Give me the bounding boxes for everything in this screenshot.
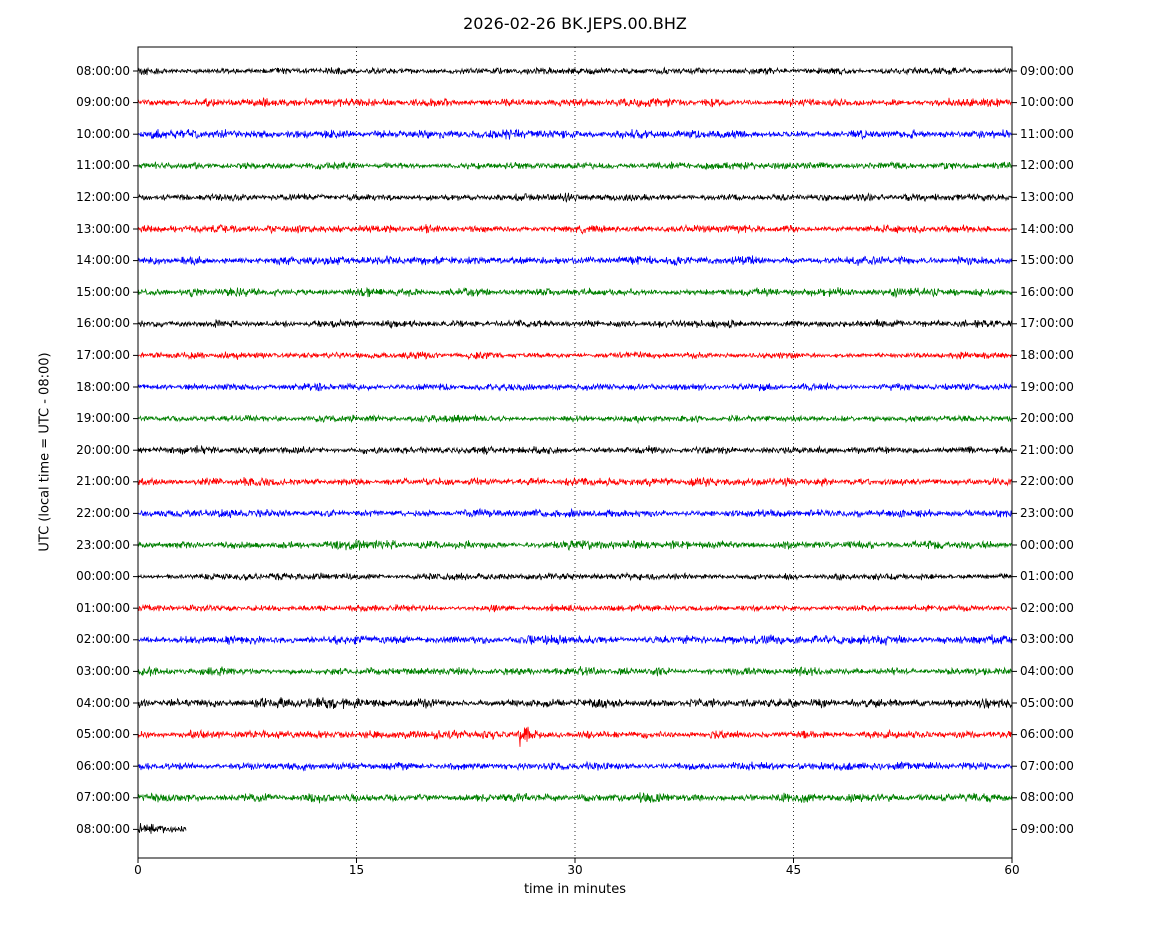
trace-row (137, 792, 1013, 804)
row-right-label: 18:00:00 (1020, 347, 1074, 362)
trace-row (137, 444, 1013, 455)
row-right-label: 19:00:00 (1020, 379, 1074, 394)
row-right-label: 11:00:00 (1020, 126, 1074, 141)
x-axis-label: time in minutes (523, 882, 627, 897)
row-left-label: 14:00:00 (76, 253, 130, 268)
trace-row (137, 192, 1013, 203)
row-right-label: 08:00:00 (1020, 790, 1074, 805)
row-left-label: 07:00:00 (76, 790, 130, 805)
trace-row (137, 318, 1013, 330)
row-right-label: 20:00:00 (1020, 411, 1074, 426)
row-left-label: 23:00:00 (76, 537, 130, 552)
x-tick-label: 0 (134, 863, 142, 877)
axis-frame (137, 46, 1013, 859)
row-right-label: 06:00:00 (1020, 727, 1074, 742)
x-tick-label: 15 (348, 863, 365, 877)
row-right-label: 10:00:00 (1020, 95, 1074, 110)
trace-row (137, 476, 1012, 488)
row-right-label: 07:00:00 (1020, 758, 1074, 773)
row-left-label: 16:00:00 (76, 316, 130, 331)
row-left-label: 19:00:00 (76, 411, 130, 426)
row-right-label: 01:00:00 (1020, 569, 1074, 584)
row-right-label: 17:00:00 (1020, 316, 1074, 331)
row-right-label: 22:00:00 (1020, 474, 1074, 489)
trace-row (137, 760, 1013, 772)
trace-row (137, 413, 1013, 425)
x-tick-label: 60 (1004, 863, 1020, 877)
row-right-label: 09:00:00 (1020, 63, 1074, 78)
trace-row (137, 381, 1013, 392)
trace-row (138, 697, 1013, 710)
row-right-label: 14:00:00 (1020, 221, 1074, 236)
row-right-label: 12:00:00 (1020, 158, 1074, 173)
row-left-label: 02:00:00 (76, 632, 130, 647)
row-left-label: 09:00:00 (76, 95, 130, 110)
row-left-label: 21:00:00 (76, 474, 130, 489)
row-left-label: 22:00:00 (76, 505, 130, 520)
trace-row (137, 97, 1013, 109)
trace-row (137, 351, 1013, 361)
trace-row (137, 603, 1013, 613)
row-left-label: 20:00:00 (76, 442, 130, 457)
trace-row (137, 571, 1013, 582)
trace-row (137, 160, 1013, 171)
trace-row (137, 286, 1013, 299)
row-left-label: 15:00:00 (76, 284, 130, 299)
row-left-label: 10:00:00 (76, 126, 130, 141)
row-left-label: 06:00:00 (76, 758, 130, 773)
row-right-label: 04:00:00 (1020, 663, 1074, 678)
row-right-label: 16:00:00 (1020, 284, 1074, 299)
row-right-label: 02:00:00 (1020, 600, 1074, 615)
trace-row (137, 223, 1013, 235)
trace-row (137, 665, 1013, 677)
row-left-label: 13:00:00 (76, 221, 130, 236)
row-left-label: 01:00:00 (76, 600, 130, 615)
x-tick-label: 45 (785, 863, 802, 877)
row-left-label: 03:00:00 (76, 663, 130, 678)
trace-row (137, 822, 187, 834)
row-left-label: 18:00:00 (76, 379, 130, 394)
row-right-label: 03:00:00 (1020, 632, 1074, 647)
row-right-label: 00:00:00 (1020, 537, 1074, 552)
trace-row (137, 726, 1013, 747)
row-right-label: 15:00:00 (1020, 253, 1074, 268)
row-left-label: 04:00:00 (76, 695, 130, 710)
chart-title: 2026-02-26 BK.JEPS.00.BHZ (463, 14, 687, 33)
x-tick-label: 30 (567, 863, 583, 877)
trace-row (137, 66, 1013, 76)
row-right-label: 09:00:00 (1020, 821, 1074, 836)
row-left-label: 12:00:00 (76, 189, 130, 204)
row-left-label: 08:00:00 (76, 821, 130, 836)
trace-row (137, 507, 1013, 519)
trace-row (137, 255, 1013, 267)
row-right-label: 23:00:00 (1020, 505, 1074, 520)
row-right-label: 13:00:00 (1020, 189, 1074, 204)
row-left-label: 00:00:00 (76, 569, 130, 584)
row-right-label: 21:00:00 (1020, 442, 1074, 457)
row-left-label: 17:00:00 (76, 347, 130, 362)
row-right-label: 05:00:00 (1020, 695, 1074, 710)
row-left-label: 11:00:00 (76, 158, 130, 173)
row-left-label: 08:00:00 (76, 63, 130, 78)
row-left-label: 05:00:00 (76, 727, 130, 742)
trace-row (137, 539, 1013, 552)
trace-row (137, 128, 1013, 141)
trace-row (137, 634, 1013, 646)
